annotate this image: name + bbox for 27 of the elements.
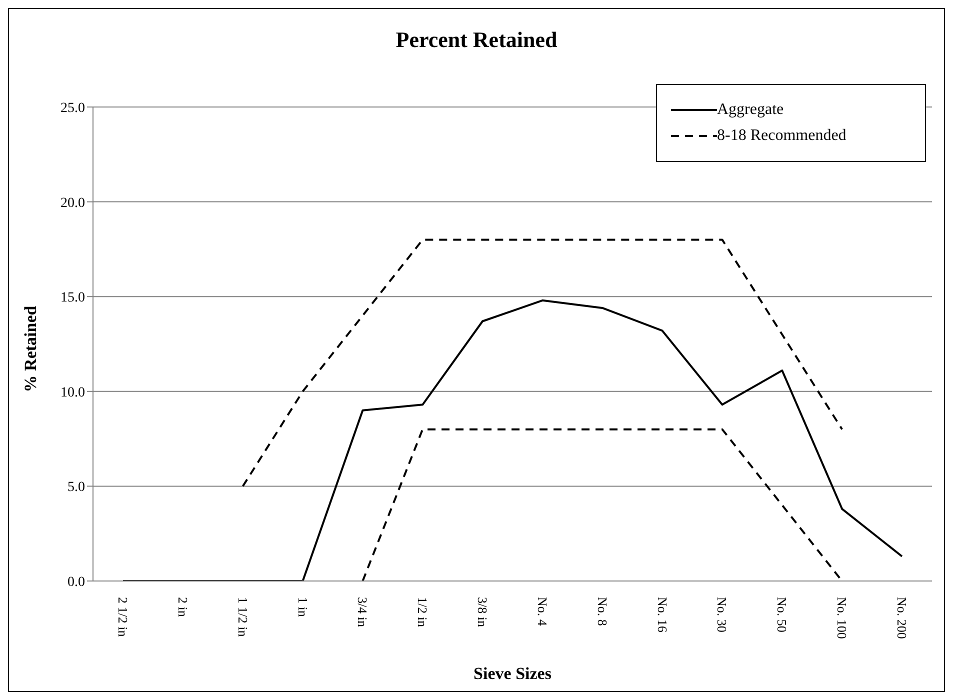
x-tick-label: 3/4 in: [355, 597, 370, 628]
x-tick-label: 1 in: [295, 597, 310, 618]
y-axis-title: % Retained: [21, 306, 41, 392]
y-tick-label: 0.0: [68, 574, 85, 590]
x-tick-label: 3/8 in: [475, 597, 490, 628]
x-tick-label: 2 1/2 in: [116, 597, 130, 638]
y-tick-label: 15.0: [60, 290, 85, 306]
x-tick-label: 2 in: [175, 597, 190, 618]
x-tick-label: 1 1/2 in: [235, 597, 250, 638]
x-tick-label: No. 100: [834, 597, 850, 639]
line-series: [122, 299, 903, 581]
chart-title: Percent Retained: [394, 27, 558, 53]
y-tick-label: 5.0: [68, 480, 85, 496]
x-tick-label: No. 30: [714, 597, 730, 632]
legend-label: Aggregate: [717, 101, 784, 119]
line-series: [242, 238, 844, 488]
x-tick-label: 1/2 in: [415, 597, 430, 628]
legend-label: 8-18 Recommended: [717, 127, 846, 145]
x-tick-label: No. 4: [534, 597, 550, 626]
x-axis-title: Sieve Sizes: [474, 664, 552, 683]
y-tick-label: 20.0: [60, 196, 85, 211]
y-tick-label: 25.0: [60, 100, 85, 116]
x-tick-label: No. 8: [594, 597, 610, 626]
x-tick-label: No. 16: [654, 597, 670, 633]
y-tick-label: 10.0: [60, 385, 85, 400]
x-tick-label: No. 50: [774, 597, 790, 632]
x-tick-label: No. 200: [894, 597, 910, 639]
